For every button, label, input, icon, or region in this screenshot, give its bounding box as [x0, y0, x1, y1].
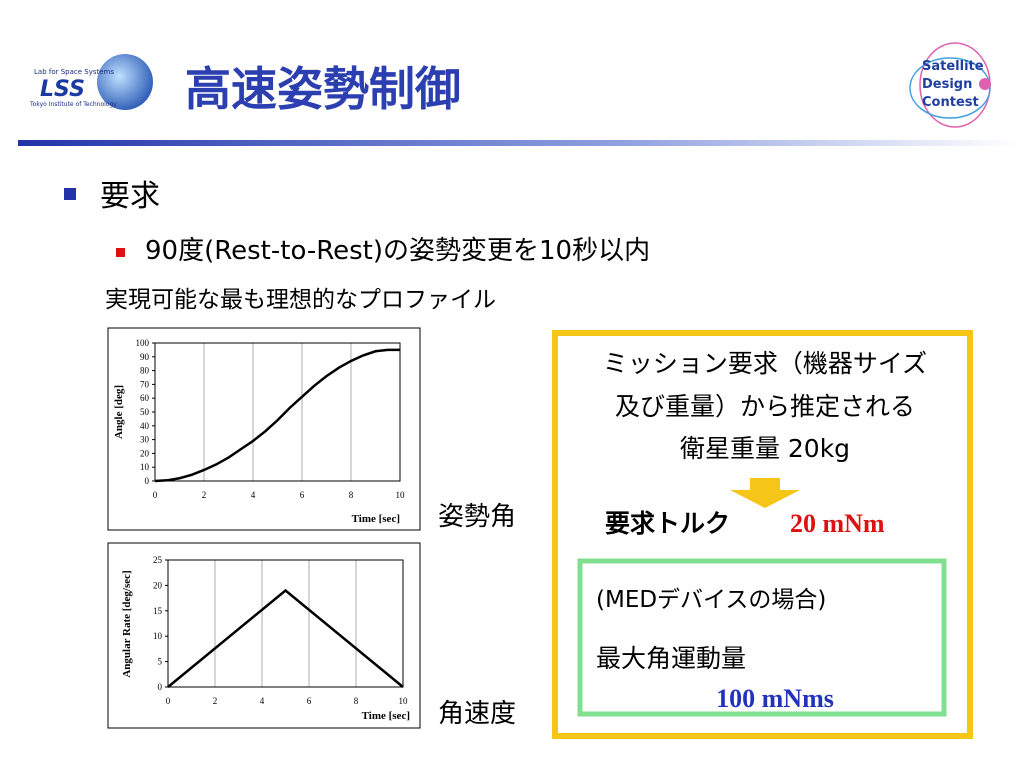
- y-tick-label: 0: [158, 682, 163, 692]
- header-rule: [18, 140, 1018, 146]
- logo-left: Lab for Space Systems LSS Tokyo Institut…: [29, 54, 153, 110]
- x-tick-label: 0: [153, 490, 158, 500]
- med-text: (MEDデバイスの場合): [596, 587, 826, 613]
- data-line: [154, 348, 400, 483]
- logo-text: Tokyo Institute of Technology: [29, 101, 117, 108]
- arrow-down: [730, 478, 800, 508]
- x-tick-label: 10: [396, 490, 406, 500]
- plot-area: [154, 342, 401, 482]
- logo-mark: LSS: [40, 77, 85, 102]
- box-text: 衛星重量 20kg: [680, 434, 850, 463]
- x-tick-label: 6: [300, 490, 305, 500]
- chart-caption: 角速度: [438, 699, 516, 729]
- bullet-marker: [64, 188, 76, 200]
- x-axis-label: Time [sec]: [352, 513, 400, 525]
- logo-right: Satellite Design Contest: [909, 42, 991, 128]
- y-tick-label: 0: [145, 476, 150, 486]
- y-axis-label: Angle [deg]: [113, 385, 125, 439]
- chart-caption: 姿勢角: [438, 502, 516, 532]
- bullet-marker: [116, 248, 125, 257]
- y-tick-label: 80: [140, 366, 150, 376]
- bullet-text: 要求: [100, 179, 160, 214]
- x-tick-label: 4: [251, 490, 256, 500]
- chart: 0 2 4 6 8 10 0 5 10 15 20 25 Time [sec] Angular Rate …: [121, 555, 410, 722]
- logo-ring: [909, 57, 991, 119]
- x-tick-label: 2: [213, 696, 218, 706]
- y-tick-label: 20: [153, 580, 163, 590]
- y-tick-label: 10: [140, 462, 150, 472]
- torque-label: 要求トルク: [605, 509, 730, 538]
- logo-globe: [97, 54, 153, 110]
- bullet-text: 90度(Rest-to-Rest)の姿勢変更を10秒以内: [145, 236, 650, 266]
- slide-title: 高速姿勢制御: [185, 62, 461, 116]
- y-tick-label: 25: [153, 555, 163, 565]
- x-tick-label: 2: [202, 490, 207, 500]
- chart-frame: [107, 327, 421, 531]
- x-tick-label: 0: [166, 696, 171, 706]
- y-tick-label: 30: [140, 435, 150, 445]
- logo-text: Satellite: [922, 59, 984, 74]
- x-axis-label: Time [sec]: [362, 710, 410, 722]
- y-tick-label: 50: [140, 407, 150, 417]
- data-line: [167, 588, 404, 688]
- y-tick-label: 10: [153, 631, 163, 641]
- y-tick-label: 5: [158, 657, 163, 667]
- x-tick-label: 10: [399, 696, 409, 706]
- torque-value: 20 mNm: [790, 509, 885, 538]
- y-tick-label: 40: [140, 421, 150, 431]
- y-tick-label: 60: [140, 393, 150, 403]
- box-text: 及び重量）から推定される: [615, 392, 915, 421]
- logo-text: Design: [922, 77, 972, 92]
- chart-frame: [107, 542, 421, 729]
- med-text: 最大角運動量: [596, 644, 746, 673]
- y-tick-label: 90: [140, 352, 150, 362]
- med-value: 100 mNms: [716, 684, 834, 713]
- logo-dot: [979, 78, 991, 90]
- y-tick-label: 70: [140, 379, 150, 389]
- note-text: 実現可能な最も理想的なプロファイル: [105, 287, 496, 313]
- y-axis-label: Angular Rate [deg/sec]: [121, 570, 133, 677]
- x-tick-label: 8: [349, 490, 354, 500]
- plot-area: [167, 559, 404, 688]
- requirement-box: [552, 330, 973, 739]
- y-tick-label: 20: [140, 448, 150, 458]
- x-tick-label: 6: [307, 696, 312, 706]
- x-tick-label: 8: [354, 696, 359, 706]
- box-text: ミッション要求（機器サイズ: [603, 349, 927, 378]
- x-tick-label: 4: [260, 696, 265, 706]
- logo-text: Lab for Space Systems: [34, 68, 114, 76]
- y-tick-label: 15: [153, 606, 163, 616]
- med-box: [577, 558, 947, 717]
- logo-text: Contest: [922, 95, 979, 110]
- y-tick-label: 100: [136, 338, 150, 348]
